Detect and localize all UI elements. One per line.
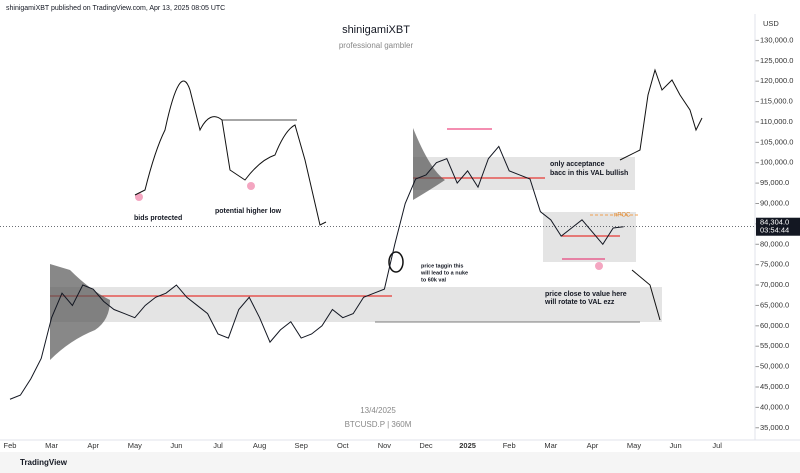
x-tick-label: Mar	[544, 441, 557, 450]
countdown-label: 03:54:44	[760, 226, 789, 235]
y-tick-label: 65,000.0	[760, 300, 789, 309]
value-zone	[50, 287, 662, 322]
x-tick-label: May	[128, 441, 142, 450]
annotation: nPOC	[614, 213, 631, 219]
projection	[619, 68, 703, 161]
x-tick-label: Oct	[337, 441, 350, 450]
symbol: BTCUSD.P | 360M	[345, 420, 412, 429]
x-tick-label: Jun	[170, 441, 182, 450]
last-price-label: 84,304.0	[760, 218, 789, 227]
y-tick-label: 95,000.0	[760, 178, 789, 187]
x-tick-label: Apr	[87, 441, 99, 450]
y-axis-label: USD	[763, 19, 779, 28]
annotation: to 60k val	[421, 277, 447, 283]
projection	[631, 269, 661, 321]
y-tick-label: 105,000.0	[760, 137, 793, 146]
header: shinigamiXBT published on TradingView.co…	[6, 5, 225, 12]
y-tick-label: 120,000.0	[760, 76, 793, 85]
annotation: will lead to a nuke	[420, 270, 468, 276]
last-price-box	[756, 217, 800, 236]
y-tick-label: 50,000.0	[760, 362, 789, 371]
y-tick-label: 110,000.0	[760, 117, 793, 126]
y-tick-label: 80,000.0	[760, 239, 789, 248]
x-tick-label: 2025	[459, 441, 476, 450]
date-label: 13/4/2025	[360, 406, 396, 415]
y-tick-label: 40,000.0	[760, 402, 789, 411]
y-tick-label: 75,000.0	[760, 260, 789, 269]
projection	[134, 80, 327, 226]
x-tick-label: Feb	[503, 441, 516, 450]
x-tick-label: Sep	[295, 441, 308, 450]
subtitle: professional gambler	[339, 41, 414, 50]
x-tick-label: Aug	[253, 441, 266, 450]
annotations: bids protected potential higher low only…	[134, 161, 631, 306]
x-tick-label: Dec	[419, 441, 433, 450]
y-tick-label: 90,000.0	[760, 198, 789, 207]
volume-profile	[50, 264, 110, 360]
annotation: will rotate to VAL ezz	[544, 299, 615, 306]
annotation: bids protected	[134, 215, 182, 222]
marker	[595, 262, 603, 270]
range-zone	[543, 212, 636, 262]
footer: TradingView	[20, 458, 68, 467]
x-tick-label: Apr	[587, 441, 599, 450]
price-line	[9, 145, 624, 400]
chart-title: shinigamiXBT	[342, 24, 410, 36]
x-tick-label: Jul	[712, 441, 722, 450]
y-tick-label: 55,000.0	[760, 341, 789, 350]
zones	[50, 128, 662, 360]
x-tick-label: May	[627, 441, 641, 450]
circle-mark	[388, 251, 404, 273]
acceptance-zone	[413, 157, 635, 190]
x-tick-label: Feb	[4, 441, 17, 450]
y-tick-label: 35,000.0	[760, 423, 789, 432]
y-tick-label: 45,000.0	[760, 382, 789, 391]
y-tick-label: 70,000.0	[760, 280, 789, 289]
x-tick-label: Jul	[213, 441, 223, 450]
annotation: only acceptance	[550, 161, 605, 168]
y-tick-label: 115,000.0	[760, 97, 793, 106]
annotation: bacc in this VAL bullish	[550, 170, 628, 177]
x-tick-label: Jun	[670, 441, 682, 450]
y-tick-label: 125,000.0	[760, 56, 793, 65]
y-tick-label: 100,000.0	[760, 158, 793, 167]
footer-bar	[0, 452, 800, 473]
x-tick-label: Nov	[378, 441, 392, 450]
annotation: price close to value here	[545, 291, 627, 298]
y-tick-label: 130,000.0	[760, 35, 793, 44]
volume-profile	[413, 128, 445, 200]
marker	[135, 193, 143, 201]
y-tick-label: 60,000.0	[760, 321, 789, 330]
marker	[247, 182, 255, 190]
annotation: potential higher low	[215, 208, 282, 215]
annotation: price taggin this	[421, 263, 463, 269]
x-tick-label: Mar	[45, 441, 58, 450]
